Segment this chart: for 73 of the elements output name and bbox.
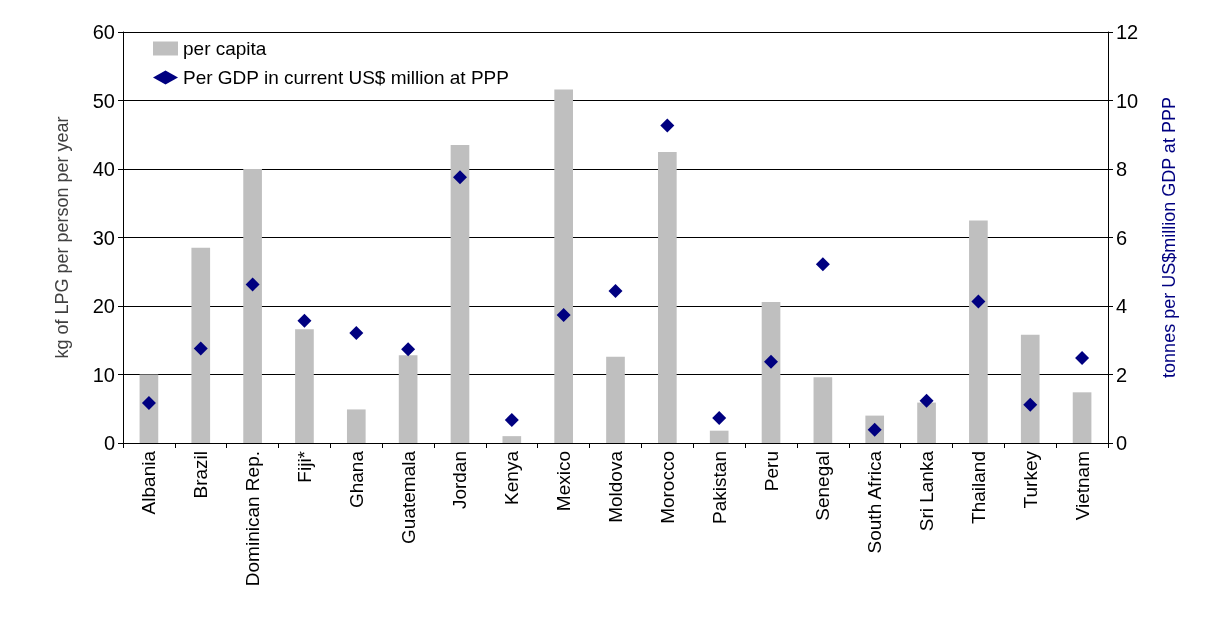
legend-label: per capita [183, 38, 267, 59]
x-tick-label: Jordan [449, 451, 471, 510]
bar [1020, 334, 1040, 443]
y-tick-label: 10 [92, 363, 115, 386]
y2-tick-label: 2 [1116, 363, 1128, 386]
bar [139, 374, 159, 443]
point [349, 326, 364, 341]
point [556, 307, 571, 322]
bar [709, 430, 729, 443]
x-tick-label: Kenya [501, 450, 523, 505]
x-tick-label: Ghana [345, 450, 367, 509]
y2-tick-label: 10 [1116, 89, 1139, 112]
bar [191, 247, 211, 443]
bar [917, 402, 936, 443]
y-tick-label: 0 [103, 432, 115, 454]
y-tick-label: 50 [92, 89, 115, 112]
x-tick-label: Sri Lanka [916, 450, 938, 532]
y-tick-label: 60 [92, 21, 115, 43]
x-tick-label: Fiji* [293, 450, 315, 483]
point [193, 341, 208, 356]
y2-tick-label: 4 [1116, 295, 1128, 317]
bar [450, 145, 470, 443]
point [1023, 397, 1038, 412]
point [608, 283, 623, 298]
x-tick-label: Moldova [605, 450, 626, 523]
point [1075, 351, 1090, 366]
x-tick-label: Dominican Rep. [242, 451, 264, 587]
legend-label: Per GDP in current US$ million at PPP [183, 67, 509, 88]
x-tick-label: Vietnam [1071, 451, 1093, 521]
bar [554, 89, 573, 443]
x-tick-label: Senegal [812, 451, 834, 521]
y-axis-title: kg of LPG per person per year [52, 116, 72, 359]
point [660, 118, 675, 133]
bar [606, 356, 625, 443]
point [141, 395, 156, 410]
y2-tick-label: 0 [1116, 432, 1128, 454]
y-tick-label: 40 [92, 158, 115, 180]
y2-tick-label: 8 [1116, 158, 1128, 180]
x-tick-label: Turkey [1019, 450, 1041, 509]
x-tick-label: Guatemala [397, 450, 419, 544]
bar [1072, 392, 1092, 443]
point [919, 393, 934, 408]
x-tick-label: Pakistan [708, 451, 730, 524]
y-tick-label: 30 [92, 226, 115, 249]
point [245, 277, 260, 292]
x-tick-label: South Africa [864, 450, 886, 554]
bar [813, 377, 833, 443]
bar [243, 169, 262, 443]
point [297, 313, 312, 328]
x-tick-label: Brazil [190, 451, 212, 499]
x-tick-label: Mexico [553, 451, 575, 512]
bar [398, 355, 418, 443]
x-tick-label: Morocco [656, 451, 678, 524]
point [815, 257, 830, 272]
y2-tick-label: 6 [1116, 226, 1128, 249]
x-tick-label: Peru [760, 451, 782, 492]
point [971, 294, 986, 309]
point [401, 342, 416, 357]
bar [295, 329, 314, 443]
y2-tick-label: 12 [1116, 21, 1139, 43]
point [712, 411, 727, 425]
bar [346, 409, 366, 443]
point [764, 354, 779, 369]
bar [658, 151, 677, 443]
y2-axis-title: tonnes per US$million GDP at PPP [1159, 97, 1179, 378]
bar [969, 220, 988, 443]
point [504, 413, 519, 428]
bar [761, 301, 781, 443]
x-tick-label: Thailand [967, 451, 989, 524]
point [452, 170, 467, 185]
y-tick-label: 20 [92, 295, 115, 317]
bar [502, 436, 522, 443]
x-tick-label: Albania [138, 450, 160, 515]
